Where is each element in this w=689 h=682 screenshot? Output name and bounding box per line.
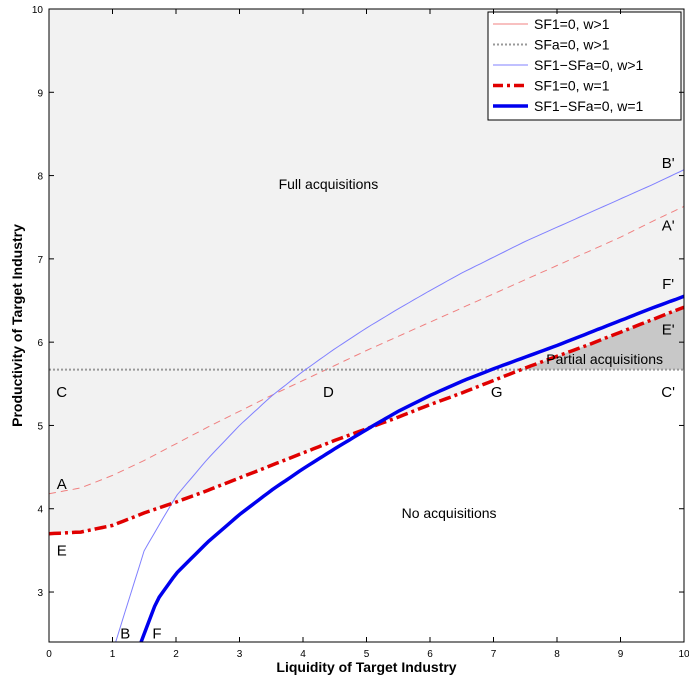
point-label-f: F (152, 626, 161, 643)
point-label-b: B (120, 626, 130, 643)
point-label-a-prime: A' (662, 218, 675, 235)
y-axis-title: Productivity of Target Industry (9, 224, 25, 427)
series-sf1-sfa-w-gt1-line (115, 169, 685, 643)
series-layer (48, 169, 685, 643)
point-label-g: G (491, 384, 503, 401)
series-sf1-w-eq1-line (48, 305, 685, 536)
point-label-c: C (56, 384, 67, 401)
x-tick-label: 6 (427, 649, 433, 660)
ticks-layer: 0 1 2 3 4 5 6 7 8 9 10 3 4 5 6 7 8 9 10 (32, 5, 689, 660)
x-tick-label: 7 (491, 649, 497, 660)
x-tick-label: 9 (618, 649, 624, 660)
point-label-e: E (57, 542, 67, 559)
regions-layer (49, 9, 684, 534)
point-label-c-prime: C' (661, 384, 675, 401)
point-label-b-prime: B' (662, 155, 675, 172)
legend-entry-sf1-sfa-w-eq1: SF1−SFa=0, w=1 (534, 98, 644, 114)
x-tick-label: 0 (46, 649, 52, 660)
legend: SF1=0, w>1 SFa=0, w>1 SF1−SFa=0, w>1 SF1… (487, 11, 682, 121)
legend-entry-sf1-w-gt1: SF1=0, w>1 (534, 16, 610, 32)
y-tick-label: 4 (37, 505, 43, 516)
x-tick-label: 8 (554, 649, 560, 660)
y-tick-label: 6 (37, 338, 43, 349)
x-axis-title: Liquidity of Target Industry (276, 659, 456, 675)
x-tick-label: 1 (110, 649, 116, 660)
point-label-d: D (323, 384, 334, 401)
region-label-partial: Partial acquisitions (546, 351, 663, 367)
legend-entry-sf1-w-eq1: SF1=0, w=1 (534, 78, 610, 94)
full-acquisitions-region (49, 9, 684, 534)
region-label-none: No acquisitions (402, 505, 497, 521)
x-tick-label: 5 (364, 649, 370, 660)
y-tick-label: 5 (37, 421, 43, 432)
partial-acquisitions-region (522, 307, 684, 370)
point-label-a: A (57, 476, 67, 493)
x-tick-label: 10 (678, 649, 689, 660)
y-tick-label: 9 (37, 88, 43, 99)
x-tick-label: 4 (300, 649, 306, 660)
region-label-full: Full acquisitions (279, 176, 379, 192)
y-tick-label: 8 (37, 172, 43, 183)
legend-entry-sf1-sfa-w-gt1: SF1−SFa=0, w>1 (534, 57, 644, 73)
legend-box (487, 11, 682, 121)
point-label-e-prime: E' (662, 322, 675, 339)
x-tick-label: 2 (173, 649, 179, 660)
y-tick-label: 7 (37, 255, 43, 266)
series-sf1-sfa-w-eq1-line (139, 294, 685, 643)
x-tick-label: 3 (237, 649, 243, 660)
legend-entry-sfa-w-gt1: SFa=0, w>1 (534, 37, 610, 53)
point-label-f-prime: F' (662, 276, 674, 293)
labels-layer: Full acquisitions No acquisitions Partia… (56, 155, 675, 643)
y-tick-label: 10 (32, 5, 44, 16)
y-tick-label: 3 (37, 588, 43, 599)
series-sf1-w-gt1-line (48, 205, 685, 495)
